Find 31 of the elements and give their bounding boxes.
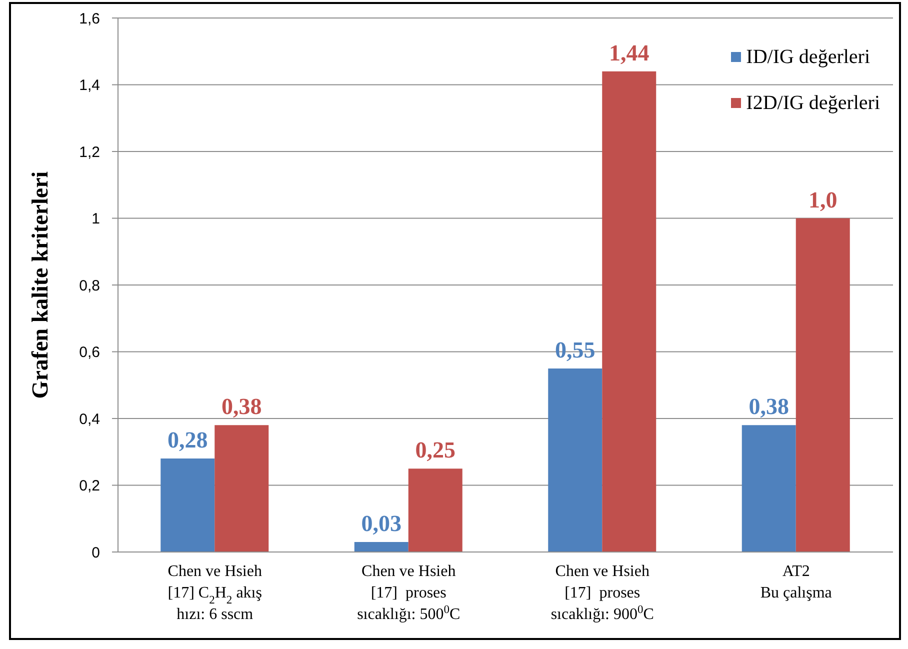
y-tick-label: 1,6 (79, 10, 100, 28)
data-label: 0,03 (361, 510, 402, 536)
data-label: 1,44 (609, 40, 650, 66)
y-tick-label: 1,4 (79, 77, 100, 94)
legend-label: I2D/IG değerleri (746, 92, 880, 114)
y-tick-label: 0,8 (79, 277, 100, 294)
x-tick-label: Chen ve Hsieh [17] proses sıcaklığı: 900$^{0}$C (550, 563, 654, 623)
y-tick-label: 0,6 (79, 344, 100, 362)
bar (796, 218, 850, 552)
bar (408, 468, 462, 552)
y-tick-label: 0,4 (79, 410, 100, 428)
y-axis-title: Grafen kalite kriterleri (28, 170, 52, 399)
bar (602, 71, 656, 552)
data-label: 0,25 (415, 438, 456, 463)
x-tick-label: Chen ve Hsieh [17] proses sıcaklığı: 500$^{0}$C (357, 563, 460, 623)
bar (742, 425, 796, 552)
bar (160, 458, 215, 552)
y-tick-label: 0 (92, 544, 100, 562)
x-tick-label: Chen ve Hsieh [17] C$_{2}$H$_{2}$ akış hızı: 6 sscm (168, 563, 262, 623)
data-label: 0,38 (222, 394, 262, 420)
y-tick-label: 1 (92, 210, 100, 228)
data-label: 0,38 (748, 394, 789, 420)
y-tick-label: 0,2 (79, 478, 100, 495)
bar (354, 542, 408, 552)
bar (548, 368, 602, 552)
bar (214, 425, 269, 552)
data-label: 0,28 (168, 428, 208, 453)
x-tick-label: AT2 Bu çalışma (760, 563, 832, 602)
legend-label: ID/IG değerleri (746, 46, 870, 68)
y-tick-label: 1,2 (79, 144, 100, 161)
data-label: 1,0 (808, 187, 838, 212)
